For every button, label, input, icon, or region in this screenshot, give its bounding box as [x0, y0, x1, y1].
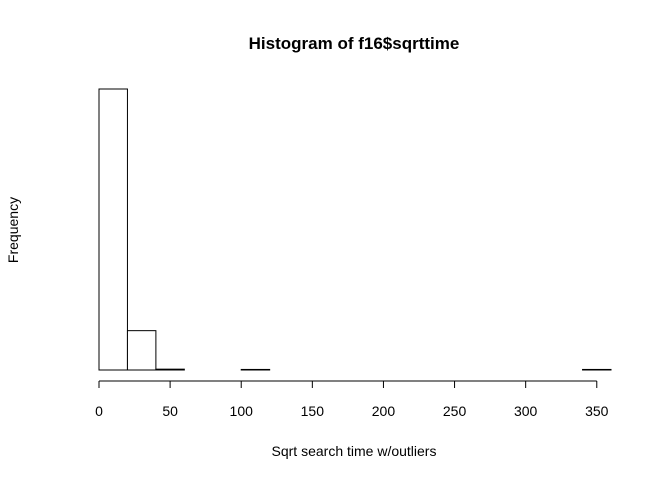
- x-tick-label-300: 300: [514, 403, 538, 419]
- x-tick-label-50: 50: [162, 403, 178, 419]
- histogram-bar-0: [98, 88, 128, 371]
- histogram-bar-5: [240, 368, 271, 371]
- histogram-bar-2: [155, 368, 185, 371]
- x-tick-label-100: 100: [230, 403, 254, 419]
- x-tick-label-200: 200: [372, 403, 396, 419]
- bars-group: [98, 88, 612, 371]
- x-tick-label-150: 150: [301, 403, 325, 419]
- x-axis-label: Sqrt search time w/outliers: [272, 443, 437, 459]
- y-axis-label: Frequency: [5, 197, 21, 263]
- x-axis: 0 50 100 150 200 250 300 350: [95, 380, 609, 419]
- chart-title: Histogram of f16$sqrttime: [249, 34, 460, 53]
- histogram-bar-1: [126, 330, 157, 371]
- x-tick-label-250: 250: [443, 403, 467, 419]
- x-tick-label-0: 0: [95, 403, 103, 419]
- x-tick-label-350: 350: [585, 403, 609, 419]
- histogram-bar-17: [582, 368, 612, 371]
